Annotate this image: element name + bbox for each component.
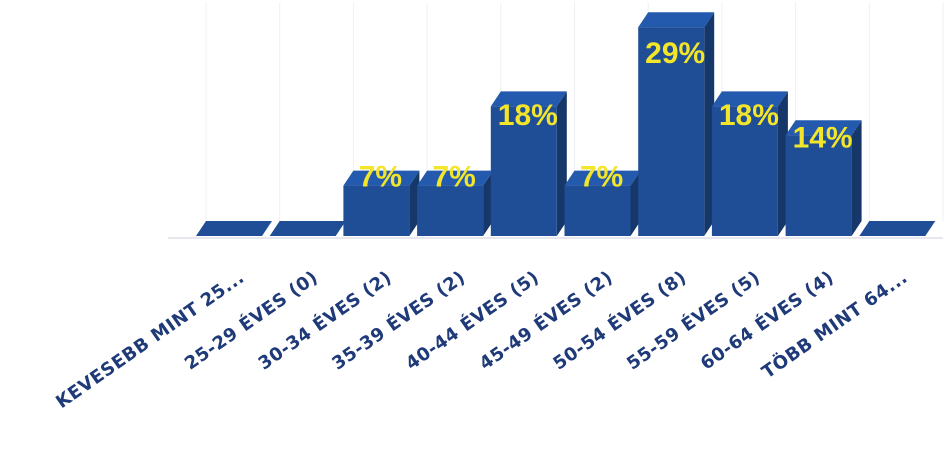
category-label: 40-44 ÉVES (5) — [401, 266, 543, 374]
value-label: 14% — [793, 121, 853, 154]
category-label: 45-49 ÉVES (2) — [475, 266, 617, 374]
chart-category-labels: KEVESEBB MINT 25...25-29 ÉVES (0)30-34 É… — [52, 266, 911, 413]
bar-top — [711, 91, 788, 107]
chart-value-labels: 7% 7% 18% 7% 29% 18% 14% — [359, 37, 853, 194]
bar-side — [704, 12, 715, 237]
category-label: 25-29 ÉVES (0) — [180, 266, 322, 374]
bar-flat — [196, 221, 272, 236]
bar-flat — [269, 221, 346, 236]
category-label: 35-39 ÉVES (2) — [328, 266, 470, 374]
bar-6 — [638, 12, 715, 237]
bar-front — [417, 185, 484, 236]
bar-front — [490, 106, 557, 237]
bar-side — [483, 170, 494, 236]
bar-side — [409, 170, 420, 236]
bar-top — [490, 91, 567, 107]
bar-front — [564, 185, 631, 236]
value-label: 29% — [645, 37, 705, 70]
bar-top — [417, 170, 494, 186]
bar-top — [564, 170, 641, 186]
category-label: 50-54 ÉVES (8) — [549, 266, 691, 374]
category-label: 55-59 ÉVES (5) — [623, 266, 765, 374]
bar-top — [638, 12, 715, 28]
bar-front — [711, 106, 778, 237]
bar-front — [638, 27, 705, 237]
bar-3 — [417, 170, 494, 236]
bar-2 — [343, 170, 420, 236]
bar-side — [556, 91, 567, 237]
bar-side — [851, 120, 862, 236]
bar-front — [343, 185, 410, 236]
bar-5 — [564, 170, 641, 236]
bar-8 — [785, 120, 862, 236]
bar-side — [777, 91, 788, 237]
bar-top — [785, 120, 862, 136]
bar-side — [630, 170, 641, 236]
value-label: 7% — [359, 161, 402, 194]
bar-flat — [859, 221, 936, 236]
bar-0 — [196, 221, 272, 236]
bar-1 — [269, 221, 346, 236]
bar-9 — [859, 221, 936, 236]
bar-top — [343, 170, 420, 186]
value-label: 18% — [498, 99, 558, 132]
value-label: 7% — [432, 161, 475, 194]
value-label: 18% — [719, 99, 779, 132]
bar-7 — [711, 91, 788, 237]
category-label: 60-64 ÉVES (4) — [696, 266, 838, 374]
category-label: 30-34 ÉVES (2) — [254, 266, 396, 374]
value-label: 7% — [580, 161, 623, 194]
chart-bars — [196, 12, 936, 237]
bar-4 — [490, 91, 567, 237]
bar-front — [785, 135, 852, 236]
